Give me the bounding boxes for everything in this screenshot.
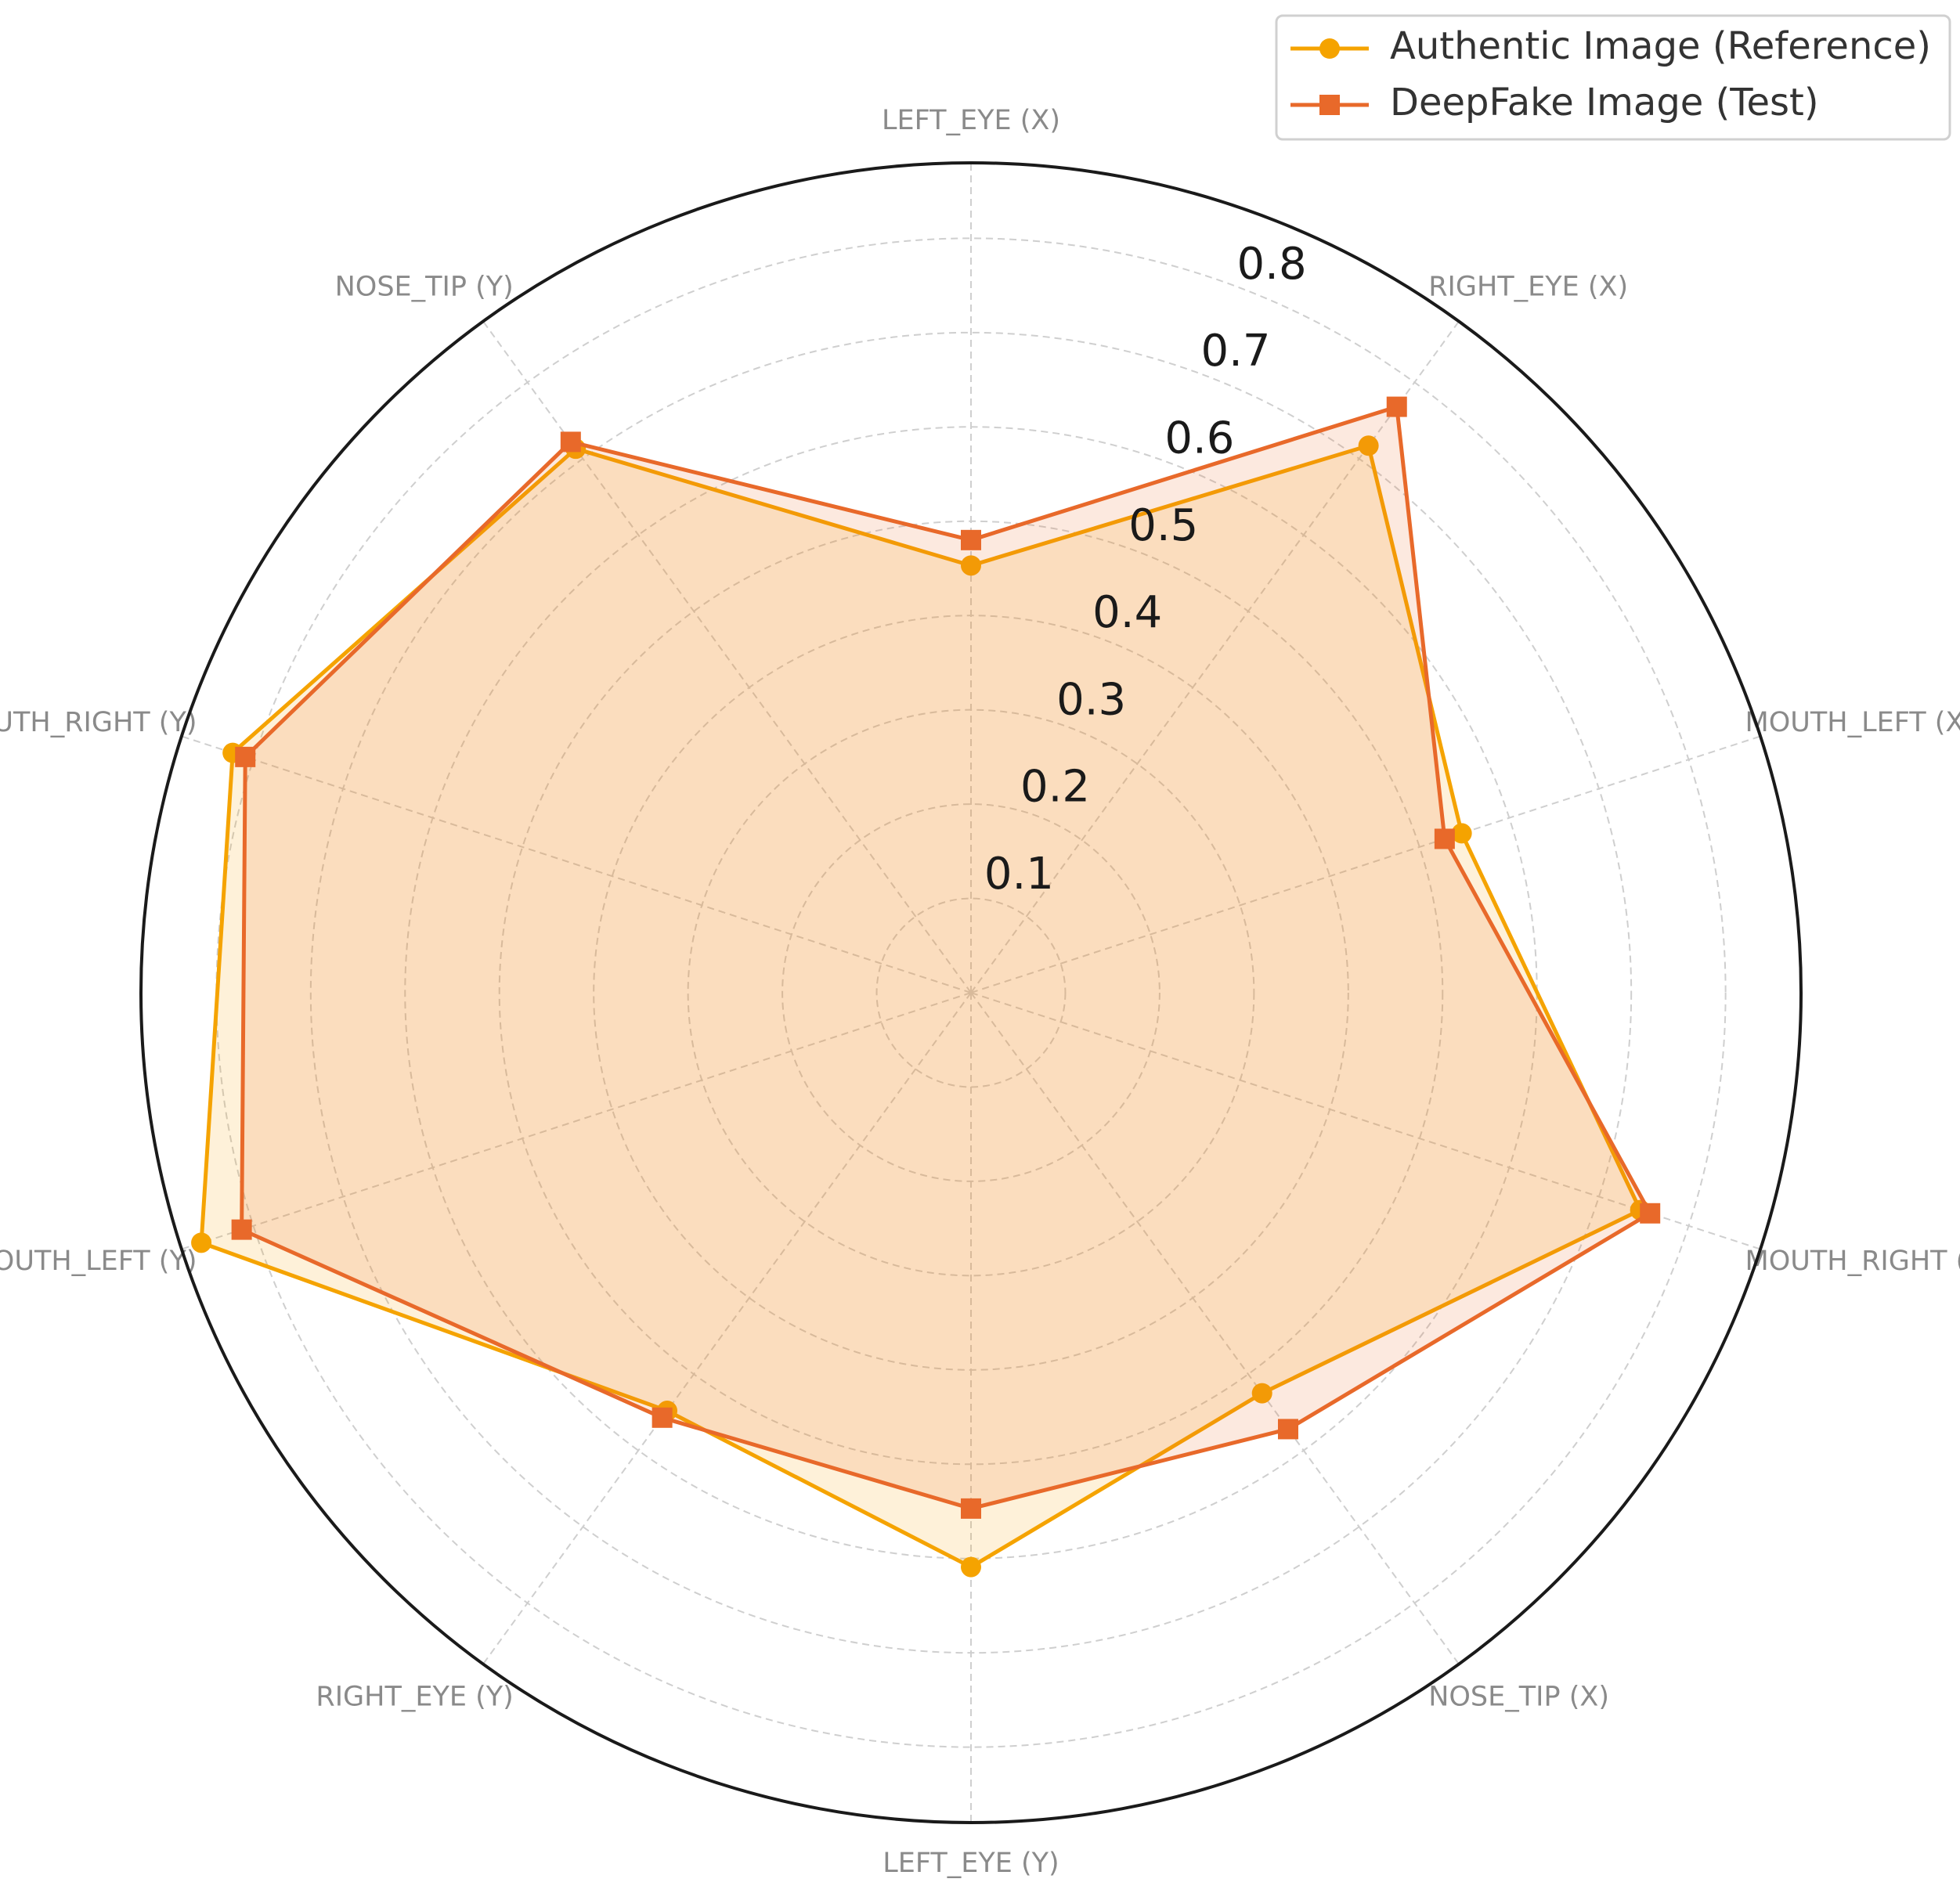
marker: [961, 1498, 981, 1519]
category-label: MOUTH_LEFT (X): [1745, 707, 1960, 738]
r-tick-label: 0.4: [1092, 587, 1162, 638]
marker: [961, 555, 981, 576]
r-tick-label: 0.6: [1164, 413, 1234, 463]
category-label: MOUTH_LEFT (Y): [0, 1246, 197, 1277]
spoke: [482, 992, 972, 1665]
legend-marker: [1319, 95, 1340, 115]
r-tick-label: 0.5: [1128, 500, 1198, 551]
marker: [1386, 396, 1407, 417]
spoke: [970, 992, 1460, 1665]
outer-frame: [139, 161, 1803, 1824]
spoke: [970, 735, 1761, 993]
r-tick-label: 0.2: [1020, 762, 1090, 813]
r-tick-label: 0.8: [1237, 239, 1307, 290]
r-tick-label: 0.7: [1200, 326, 1270, 377]
category-label: NOSE_TIP (X): [1428, 1681, 1609, 1712]
category-label: LEFT_EYE (X): [882, 105, 1060, 136]
legend-label: DeepFake Image (Test): [1390, 81, 1819, 124]
series-area: [241, 406, 1651, 1509]
category-label: RIGHT_EYE (X): [1428, 272, 1628, 303]
series-area: [201, 445, 1641, 1567]
grid-ring: [215, 237, 1727, 1748]
legend-marker: [1319, 38, 1340, 59]
marker: [1434, 828, 1455, 849]
category-label: LEFT_EYE (Y): [883, 1848, 1059, 1879]
category-label: MOUTH_RIGHT (X): [1745, 1246, 1960, 1277]
marker: [235, 746, 256, 767]
legend: Authentic Image (Reference) DeepFake Imag…: [1275, 14, 1951, 141]
marker: [1451, 823, 1472, 844]
marker: [1277, 1419, 1298, 1440]
spoke: [970, 320, 1460, 993]
category-label: MOUTH_RIGHT (Y): [0, 707, 197, 738]
marker: [231, 1219, 252, 1240]
marker: [1251, 1383, 1272, 1404]
spoke: [181, 992, 972, 1250]
spoke: [181, 735, 972, 993]
marker: [191, 1232, 212, 1253]
marker: [1640, 1203, 1661, 1224]
spoke: [482, 320, 972, 993]
grid-ring: [875, 897, 1067, 1088]
marker: [961, 529, 981, 550]
spoke: [970, 992, 1761, 1250]
r-tick-label: 0.3: [1056, 674, 1126, 725]
r-tick-label: 0.1: [984, 849, 1054, 900]
legend-label: Authentic Image (Reference): [1390, 24, 1931, 68]
marker: [1358, 435, 1379, 456]
marker: [961, 1556, 981, 1578]
marker: [652, 1407, 673, 1428]
legend-box: [1275, 14, 1951, 141]
marker: [560, 431, 581, 453]
category-label: NOSE_TIP (Y): [335, 272, 514, 303]
category-label: RIGHT_EYE (Y): [316, 1681, 513, 1712]
